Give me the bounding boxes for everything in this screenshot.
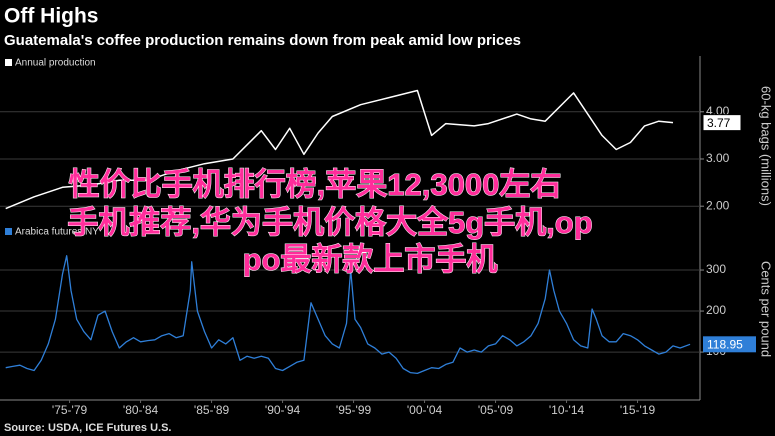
value-label: 118.95 [707, 337, 743, 351]
overlay: 性价比手机排行榜,苹果12,3000左右 手机推荐,华为手机价格大全5g手机,o… [67, 167, 593, 278]
x-tick-label: '80-'84 [123, 403, 159, 417]
source: Source: USDA, ICE Futures U.S. [4, 422, 171, 434]
x-tick-label: '15-'19 [620, 403, 656, 417]
legend-label: Annual production [15, 58, 96, 69]
y-tick-label: 200 [706, 303, 726, 317]
line [5, 89, 674, 210]
value-label: 3.77 [707, 116, 731, 130]
x-tick-label: '75-'79 [52, 403, 88, 417]
y-axis-label: Cents per pound [759, 261, 774, 357]
overlay-text: po最新款上市手机 [243, 242, 498, 277]
overlay-text: 性价比手机排行榜,苹果12,3000左右 [69, 167, 562, 202]
x-tick-label: '85-'89 [194, 403, 230, 417]
legend-label: Arabica futures NY [15, 227, 99, 238]
x-tick-label: '05-'09 [478, 403, 514, 417]
y-tick-label: 300 [706, 262, 726, 276]
value-label-box [703, 336, 756, 353]
y-tick-label: 3.00 [706, 151, 730, 165]
title: Off Highs [4, 5, 99, 28]
line [5, 255, 691, 375]
x-tick-label: '00-'04 [407, 403, 443, 417]
legend-swatch [5, 59, 12, 66]
x-tick-label: '95-'99 [336, 403, 372, 417]
y-tick-label: 2.00 [706, 198, 730, 212]
overlay-text: 手机推荐,华为手机价格大全5g手机,op [67, 205, 592, 240]
value-label-box [702, 114, 742, 132]
y-axis-label: 60-kg bags (millions) [759, 86, 774, 206]
x-tick-label: '10-'14 [549, 403, 585, 417]
x-tick-label: '90-'94 [265, 403, 301, 417]
subtitle: Guatemala's coffee production remains do… [4, 32, 521, 49]
legend-swatch [5, 228, 12, 235]
